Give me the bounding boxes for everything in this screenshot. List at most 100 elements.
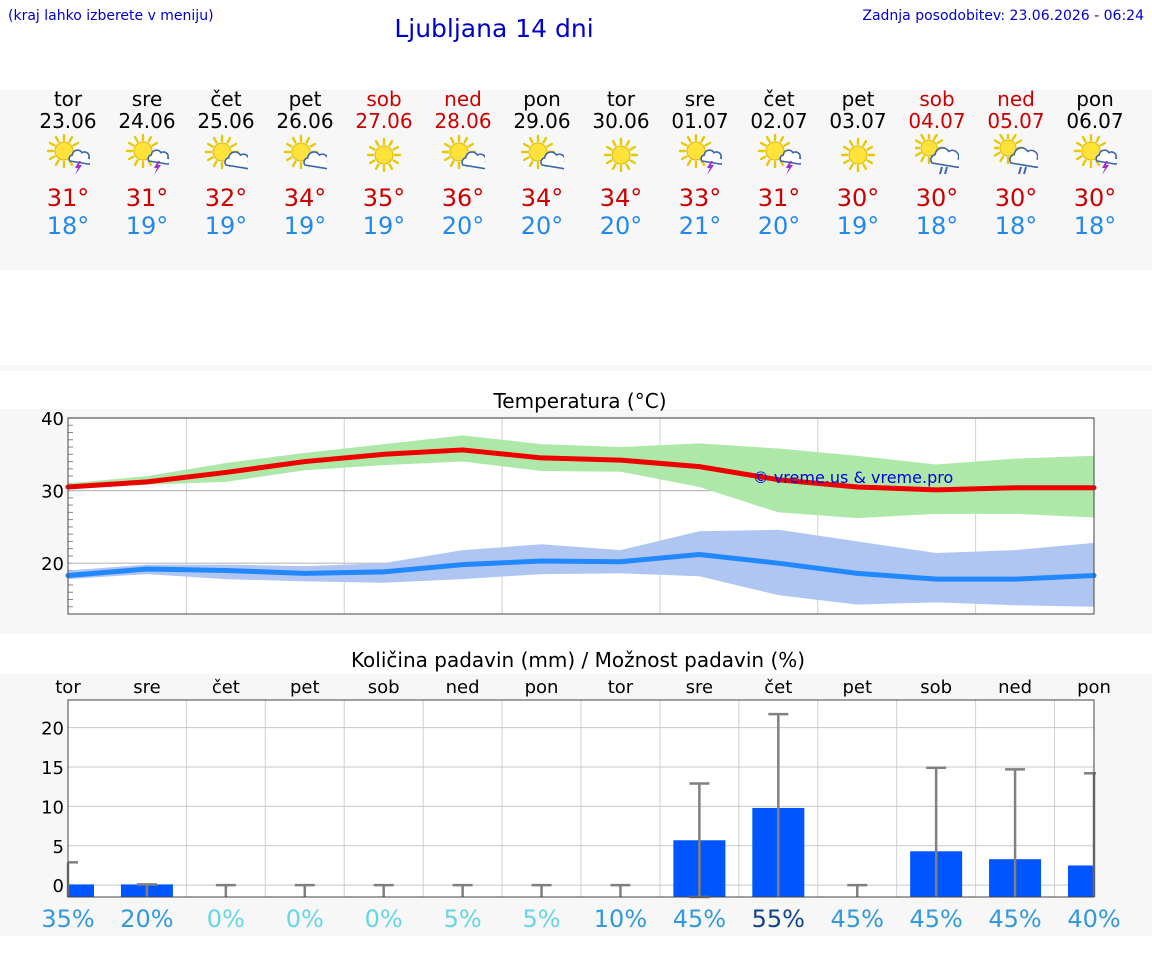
forecast-day: pet 03.07 30° 19° xyxy=(818,88,898,240)
forecast-day: čet 25.06 32° 19° xyxy=(186,88,266,240)
x-category-label: ned xyxy=(446,677,480,698)
day-of-week: čet xyxy=(763,87,795,111)
y-tick-label: 15 xyxy=(41,758,64,779)
y-tick-label: 30 xyxy=(41,482,64,503)
min-temperature: 20° xyxy=(520,212,564,240)
x-category-label: tor xyxy=(55,677,81,698)
day-of-week: ned xyxy=(997,87,1035,111)
precipitation-bar xyxy=(68,884,94,897)
max-temperature: 33° xyxy=(678,184,722,212)
forecast-panel xyxy=(0,90,1152,270)
max-temperature: 30° xyxy=(994,184,1038,212)
y-tick-label: 40 xyxy=(41,409,64,430)
sun-cloud-thunder-icon xyxy=(678,134,722,175)
y-tick-label: 20 xyxy=(41,719,64,740)
y-tick-label: 0 xyxy=(53,876,64,897)
copyright-watermark: © vreme.us & vreme.pro xyxy=(753,468,954,487)
sun-cloud-thunder-icon xyxy=(757,134,801,175)
day-date: 25.06 xyxy=(197,109,255,133)
forecast-day: tor 23.06 31° 18° xyxy=(28,88,108,240)
day-of-week: sob xyxy=(919,87,955,111)
forecast-day: sre 01.07 33° 21° xyxy=(660,88,740,240)
precipitation-probability: 5% xyxy=(444,905,482,933)
precipitation-probability: 35% xyxy=(41,905,94,933)
x-category-label: sob xyxy=(920,677,952,698)
min-temperature: 19° xyxy=(204,212,248,240)
precipitation-probability: 45% xyxy=(988,905,1041,933)
day-date: 28.06 xyxy=(434,109,492,133)
day-date: 03.07 xyxy=(829,109,887,133)
day-date: 24.06 xyxy=(118,109,176,133)
max-temperature: 30° xyxy=(1073,184,1117,212)
sun-cloud-rain-icon xyxy=(915,134,959,175)
sun-icon xyxy=(840,137,876,173)
last-updated: Zadnja posodobitev: 23.06.2026 - 06:24 xyxy=(862,8,1144,24)
page-title: Ljubljana 14 dni xyxy=(394,14,594,43)
x-category-label: čet xyxy=(764,677,792,698)
max-temperature: 36° xyxy=(441,184,485,212)
forecast-day: sob 27.06 35° 19° xyxy=(344,88,424,240)
day-date: 06.07 xyxy=(1066,109,1124,133)
day-of-week: ned xyxy=(444,87,482,111)
x-category-label: pet xyxy=(842,677,872,698)
day-date: 30.06 xyxy=(592,109,650,133)
y-tick-label: 5 xyxy=(53,837,64,858)
max-temperature: 31° xyxy=(46,184,90,212)
x-category-label: pon xyxy=(1077,677,1111,698)
sun-small-cloud-icon xyxy=(520,134,564,170)
day-of-week: sre xyxy=(684,87,716,111)
precipitation-probability: 55% xyxy=(752,905,805,933)
sun-cloud-thunder-icon xyxy=(125,134,169,175)
day-of-week: tor xyxy=(53,87,83,111)
divider xyxy=(0,365,1152,371)
min-temperature: 18° xyxy=(46,212,90,240)
forecast-day: ned 28.06 36° 20° xyxy=(423,88,503,240)
max-temperature: 34° xyxy=(520,184,564,212)
day-of-week: pon xyxy=(1076,87,1114,111)
x-category-label: sre xyxy=(686,677,713,698)
min-temperature: 21° xyxy=(678,212,722,240)
temperature-chart-title: Temperatura (°C) xyxy=(492,389,666,413)
sun-icon xyxy=(366,137,402,173)
min-temperature: 20° xyxy=(599,212,643,240)
x-category-label: ned xyxy=(998,677,1032,698)
precipitation-probability: 5% xyxy=(522,905,560,933)
precipitation-probability: 20% xyxy=(120,905,173,933)
day-date: 23.06 xyxy=(39,109,97,133)
min-temperature: 18° xyxy=(994,212,1038,240)
y-tick-label: 10 xyxy=(41,797,64,818)
day-of-week: sre xyxy=(131,87,163,111)
precipitation-chart-title: Količina padavin (mm) / Možnost padavin … xyxy=(351,648,805,672)
location-hint: (kraj lahko izberete v meniju) xyxy=(8,8,214,24)
precipitation-probability: 45% xyxy=(673,905,726,933)
forecast-day: čet 02.07 31° 20° xyxy=(739,88,819,240)
max-temperature: 30° xyxy=(836,184,880,212)
max-temperature: 31° xyxy=(125,184,169,212)
x-category-label: sre xyxy=(133,677,160,698)
day-date: 27.06 xyxy=(355,109,413,133)
min-temperature: 19° xyxy=(362,212,406,240)
forecast-day: sre 24.06 31° 19° xyxy=(107,88,187,240)
forecast-day: ned 05.07 30° 18° xyxy=(976,88,1056,240)
sun-small-cloud-icon xyxy=(204,134,248,170)
y-tick-label: 20 xyxy=(41,554,64,575)
max-temperature: 34° xyxy=(599,184,643,212)
precipitation-probability: 45% xyxy=(909,905,962,933)
max-temperature: 31° xyxy=(757,184,801,212)
day-of-week: tor xyxy=(606,87,636,111)
min-temperature: 19° xyxy=(283,212,327,240)
sun-small-cloud-icon xyxy=(283,134,327,170)
day-date: 02.07 xyxy=(750,109,808,133)
day-date: 01.07 xyxy=(671,109,729,133)
precipitation-probability: 0% xyxy=(365,905,403,933)
x-category-label: pon xyxy=(525,677,559,698)
day-of-week: čet xyxy=(210,87,242,111)
sun-cloud-thunder-icon xyxy=(46,134,90,175)
day-of-week: sob xyxy=(366,87,402,111)
max-temperature: 34° xyxy=(283,184,327,212)
min-temperature: 19° xyxy=(125,212,169,240)
forecast-day: tor 30.06 34° 20° xyxy=(581,88,661,240)
day-date: 29.06 xyxy=(513,109,571,133)
max-temperature: 30° xyxy=(915,184,959,212)
day-of-week: pet xyxy=(288,87,322,111)
